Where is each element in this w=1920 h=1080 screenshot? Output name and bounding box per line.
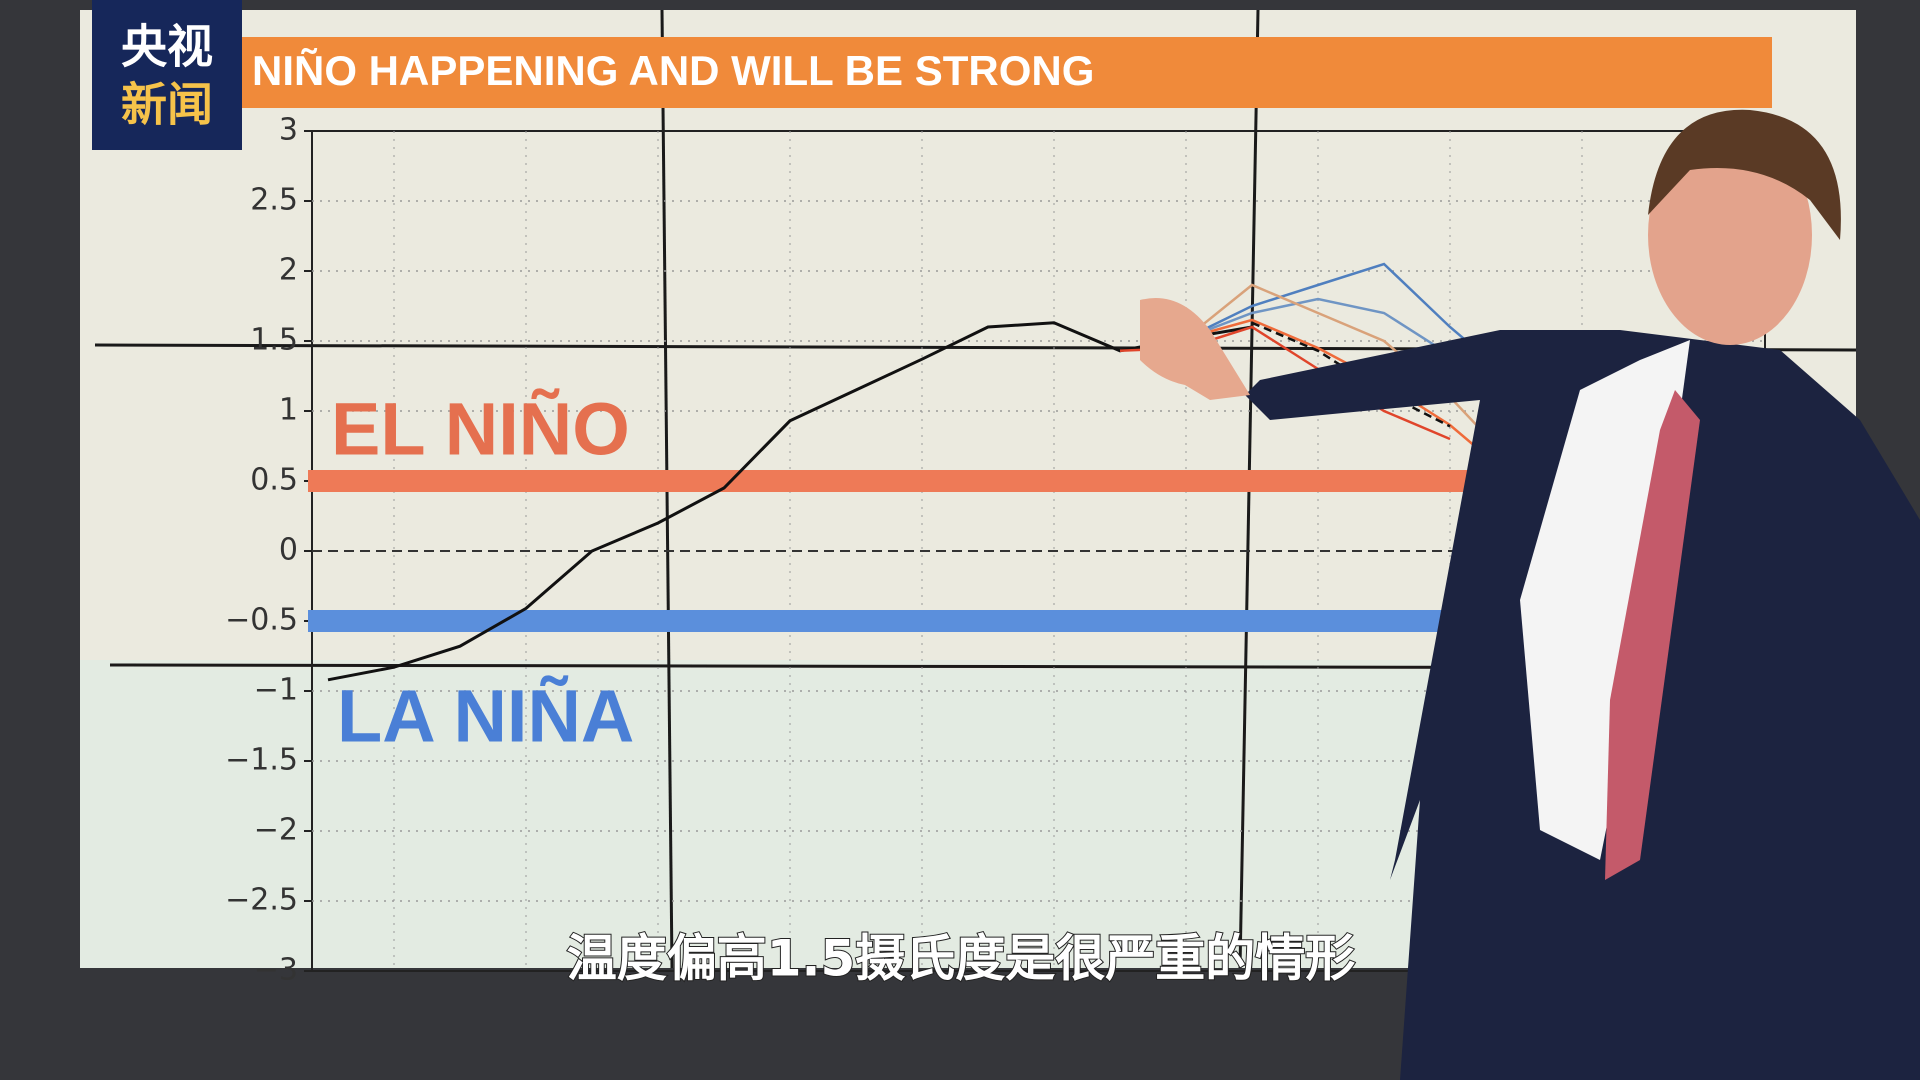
chart-title: NIÑO HAPPENING AND WILL BE STRONG	[252, 47, 1094, 94]
y-tick-label: −1.5	[225, 743, 298, 778]
threshold-band	[308, 610, 1761, 632]
y-tick-label: 0.5	[250, 463, 298, 498]
y-tick-label: 2.5	[250, 183, 298, 218]
annotation: EL NIÑO	[331, 388, 630, 471]
y-tick-label: 2	[279, 253, 298, 288]
y-tick-label: 1	[279, 393, 298, 428]
head	[1648, 125, 1812, 345]
y-tick-label: −0.5	[225, 603, 298, 638]
tie	[1605, 390, 1700, 880]
y-tick-label: −1	[254, 673, 298, 708]
plot: 3 2.5 2 1.5 1 0.5 0 −0.5 −1 −1.5 −2 −2.5 −3 EL NIÑO LA…	[225, 113, 1766, 988]
logo-box	[92, 0, 242, 150]
y-tick-label: 3	[279, 113, 298, 148]
hand	[1140, 298, 1250, 400]
logo-bottom: 新闻	[121, 78, 213, 132]
presenter	[1140, 109, 1920, 1080]
y-tick-label: 1.5	[250, 323, 298, 358]
logo-top: 央视	[121, 20, 213, 74]
title-bar	[242, 37, 1772, 108]
y-tick-label: −3	[254, 953, 298, 988]
caption: 温度偏高1.5摄氏度是很严重的情形	[567, 930, 1356, 988]
hair	[1648, 109, 1841, 240]
y-tick-label: −2	[254, 813, 298, 848]
annotation: LA NIÑA	[337, 675, 634, 758]
y-tick-label: −2.5	[225, 883, 298, 918]
shirt	[1520, 340, 1690, 860]
y-tick-label: 0	[279, 533, 298, 568]
series-line	[327, 321, 1253, 682]
threshold-band	[308, 470, 1761, 492]
